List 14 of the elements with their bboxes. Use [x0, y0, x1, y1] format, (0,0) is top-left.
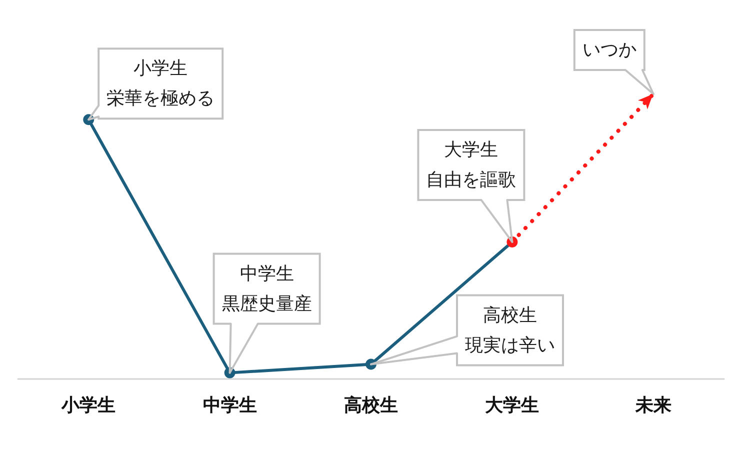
- x-tick-label: 小学生: [60, 395, 116, 416]
- annotation: 大学生: [444, 139, 498, 160]
- text: 小学生: [134, 58, 188, 80]
- annotation: いつか: [582, 40, 636, 60]
- annotation: 栄華を極める: [106, 88, 215, 110]
- annotation: 黒歴史量産: [222, 293, 312, 314]
- x-tick-label: 中学生: [202, 395, 257, 416]
- annotation: 高校生: [483, 304, 537, 326]
- annotation: 中学生: [240, 263, 294, 284]
- x-tick-label: 高校生: [344, 395, 398, 416]
- x-tick-label: 未来: [634, 395, 672, 416]
- annotation: 自由を謳歌: [426, 169, 516, 190]
- x-tick-label: 大学生: [484, 395, 540, 416]
- annotation: 現実は辛い: [465, 334, 555, 356]
